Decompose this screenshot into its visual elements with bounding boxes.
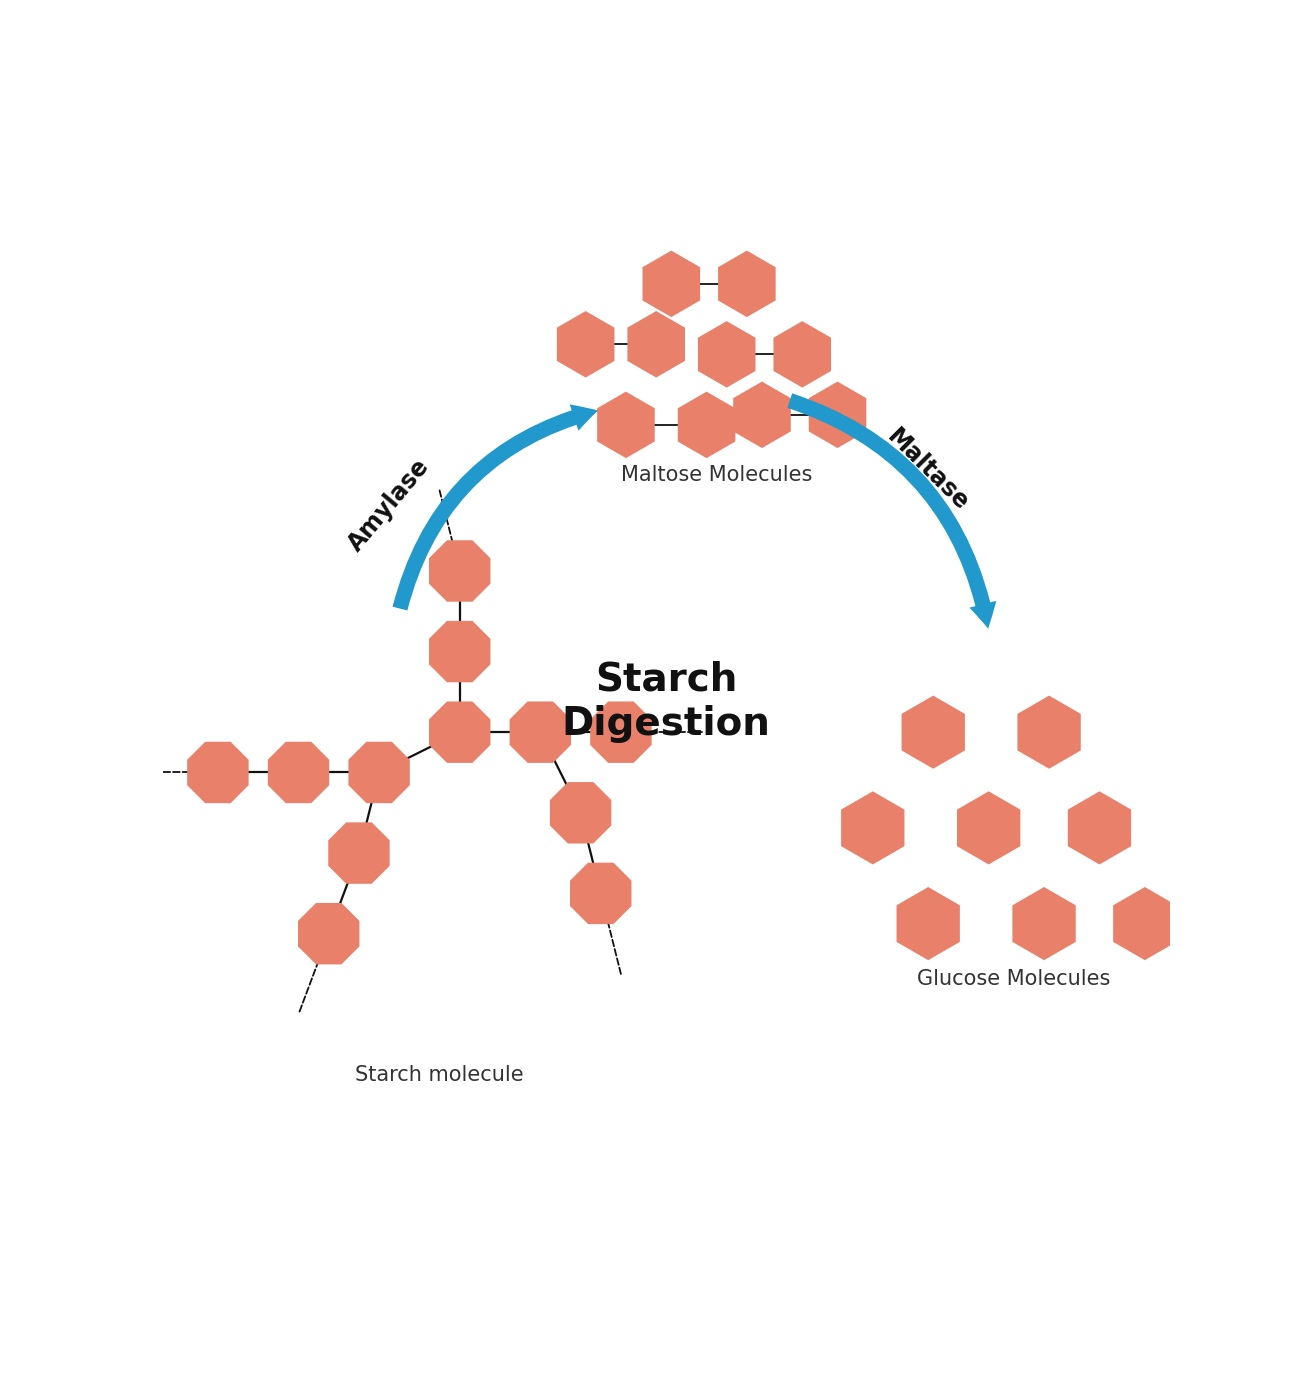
Polygon shape xyxy=(957,791,1020,865)
Polygon shape xyxy=(556,311,615,378)
Polygon shape xyxy=(298,904,360,965)
Text: Starch
Digestion: Starch Digestion xyxy=(562,662,771,742)
Text: Maltase: Maltase xyxy=(883,425,974,516)
Polygon shape xyxy=(348,742,410,803)
Polygon shape xyxy=(642,250,701,317)
Polygon shape xyxy=(550,783,611,844)
FancyArrowPatch shape xyxy=(393,404,598,610)
Polygon shape xyxy=(774,321,831,388)
Polygon shape xyxy=(718,250,776,317)
Polygon shape xyxy=(597,392,655,459)
Polygon shape xyxy=(1013,887,1075,960)
Polygon shape xyxy=(429,541,490,602)
Polygon shape xyxy=(429,702,490,763)
Polygon shape xyxy=(1067,791,1131,865)
Polygon shape xyxy=(841,791,905,865)
Polygon shape xyxy=(1113,887,1176,960)
Polygon shape xyxy=(569,863,632,924)
Polygon shape xyxy=(677,392,736,459)
Polygon shape xyxy=(698,321,755,388)
Text: Starch molecule: Starch molecule xyxy=(355,1065,524,1084)
Text: Amylase: Amylase xyxy=(343,455,434,556)
Polygon shape xyxy=(268,742,329,803)
Polygon shape xyxy=(809,382,866,448)
Polygon shape xyxy=(1018,695,1080,769)
Polygon shape xyxy=(897,887,959,960)
Polygon shape xyxy=(902,695,965,769)
Polygon shape xyxy=(328,823,390,884)
Polygon shape xyxy=(733,382,790,448)
Polygon shape xyxy=(510,702,571,763)
Polygon shape xyxy=(628,311,685,378)
Polygon shape xyxy=(429,621,490,682)
Text: Maltose Molecules: Maltose Molecules xyxy=(621,466,812,485)
Polygon shape xyxy=(187,742,248,803)
Text: Glucose Molecules: Glucose Molecules xyxy=(918,969,1110,988)
Polygon shape xyxy=(590,702,651,763)
FancyArrowPatch shape xyxy=(788,393,996,628)
